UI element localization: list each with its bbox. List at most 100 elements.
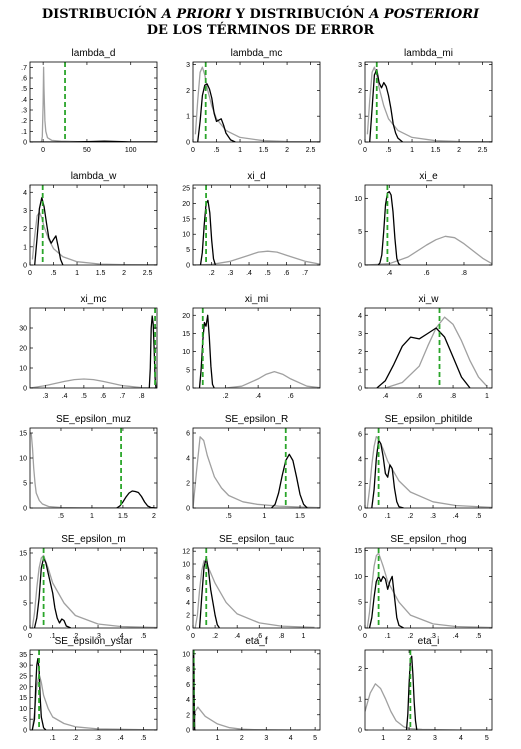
y-tick-label: 1	[358, 697, 362, 704]
chart-plot-area	[365, 650, 487, 730]
chart-frame	[192, 649, 321, 731]
y-tick-label: 5	[186, 247, 190, 254]
chart-plot-area	[376, 308, 488, 388]
y-tick-label: 2	[186, 712, 190, 719]
chart-title: lambda_mc	[231, 48, 283, 59]
y-tick-label: 4	[358, 313, 362, 320]
x-tick-label: .4	[453, 633, 459, 640]
y-tick-label: 0	[186, 506, 190, 513]
x-tick-label: .6	[424, 270, 430, 277]
chart-panel: SE_epsilon_muz .5 1 1.5 2 0 5 10 15	[19, 414, 158, 520]
chart-title: eta_i	[418, 636, 440, 647]
x-tick-label: 0	[363, 147, 367, 154]
x-tick-label: 2.5	[306, 147, 316, 154]
x-tick-label: .3	[95, 633, 101, 640]
x-tick-label: .5	[226, 513, 232, 520]
y-tick-label: 12	[182, 549, 190, 556]
x-tick-label: .4	[62, 393, 68, 400]
chart-title: SE_epsilon_muz	[56, 414, 131, 425]
y-tick-label: 5	[358, 600, 362, 607]
y-tick-label: 5	[186, 367, 190, 374]
x-tick-label: 0	[363, 513, 367, 520]
y-tick-label: 15	[19, 695, 27, 702]
chart-panel: xi_d .2 .3 .4 .5 .6 .7 0 5 10 15 20 25	[182, 171, 321, 277]
prior-density-line	[31, 673, 157, 730]
prior-density-line	[365, 235, 492, 265]
y-tick-label: 10	[182, 651, 190, 658]
prior-density-line	[194, 66, 320, 142]
prior-density-line	[31, 554, 157, 628]
chart-frame	[364, 547, 493, 629]
y-tick-label: .1	[21, 129, 27, 136]
x-tick-label: .5	[51, 270, 57, 277]
y-tick-label: 4	[186, 600, 190, 607]
title-part: Y DISTRIBUCIÓN	[231, 7, 370, 22]
chart-frame	[192, 427, 321, 509]
chart-plot-area	[30, 308, 157, 388]
x-tick-label: .5	[386, 147, 392, 154]
x-tick-label: 1.5	[259, 147, 269, 154]
x-tick-label: .5	[214, 147, 220, 154]
prior-density-line	[225, 370, 320, 388]
x-tick-label: .5	[475, 633, 481, 640]
y-tick-label: 5	[23, 601, 27, 608]
y-tick-label: 0	[186, 626, 190, 633]
x-tick-label: 2	[122, 270, 126, 277]
y-tick-label: 5	[23, 717, 27, 724]
x-tick-label: .8	[278, 633, 284, 640]
chart-plot-area	[194, 62, 320, 142]
y-tick-label: 10	[354, 196, 362, 203]
chart-plot-area	[193, 185, 320, 265]
chart-title: lambda_mi	[404, 48, 453, 59]
y-tick-label: 6	[186, 587, 190, 594]
x-tick-label: 2	[407, 735, 411, 742]
prior-density-line	[30, 432, 154, 508]
y-tick-label: 20	[182, 313, 190, 320]
chart-frame	[364, 184, 493, 266]
posterior-density-line	[405, 655, 418, 730]
x-tick-label: 100	[125, 147, 137, 154]
x-tick-label: .4	[118, 633, 124, 640]
x-tick-label: .4	[234, 633, 240, 640]
chart-frame	[29, 61, 158, 143]
y-tick-label: 0	[358, 140, 362, 147]
y-tick-label: 25	[19, 673, 27, 680]
y-tick-label: 0	[186, 140, 190, 147]
x-tick-label: .5	[140, 735, 146, 742]
chart-title: eta_f	[245, 636, 267, 647]
y-tick-label: 5	[23, 481, 27, 488]
y-tick-label: 35	[19, 652, 27, 659]
x-tick-label: 1	[262, 513, 266, 520]
chart-title: xi_w	[418, 294, 439, 305]
posterior-density-line	[371, 439, 404, 508]
y-tick-label: 0	[358, 386, 362, 393]
x-tick-label: .2	[72, 735, 78, 742]
chart-frame	[29, 649, 158, 731]
y-tick-label: 15	[19, 551, 27, 558]
x-tick-label: .3	[430, 513, 436, 520]
prior-density-line	[194, 560, 315, 628]
y-tick-label: 2	[358, 349, 362, 356]
chart-panel: SE_epsilon_phitilde 0 .1 .2 .3 .4 .5 0 2 4 6	[358, 414, 493, 520]
y-tick-label: 0	[23, 728, 27, 735]
x-tick-label: .3	[227, 270, 233, 277]
chart-panel: eta_i 1 2 3 4 5 0 1 2	[358, 636, 493, 742]
x-tick-label: 0	[41, 147, 45, 154]
x-tick-label: .2	[407, 513, 413, 520]
x-tick-label: .3	[42, 393, 48, 400]
title-part-italic: A POSTERIORI	[369, 7, 480, 22]
y-tick-label: 0	[23, 506, 27, 513]
y-tick-label: 0	[23, 386, 27, 393]
y-tick-label: 3	[358, 62, 362, 69]
y-tick-label: 2	[23, 226, 27, 233]
chart-frame	[192, 547, 321, 629]
y-tick-label: 0	[358, 263, 362, 270]
chart-title: SE_epsilon_rhog	[390, 534, 466, 545]
x-tick-label: .8	[139, 393, 145, 400]
x-tick-label: 2.5	[143, 270, 153, 277]
y-tick-label: .3	[21, 108, 27, 115]
chart-panel: xi_w .4 .6 .8 1 0 1 2 3 4	[358, 294, 493, 400]
y-tick-label: 15	[354, 548, 362, 555]
x-tick-label: .6	[416, 393, 422, 400]
